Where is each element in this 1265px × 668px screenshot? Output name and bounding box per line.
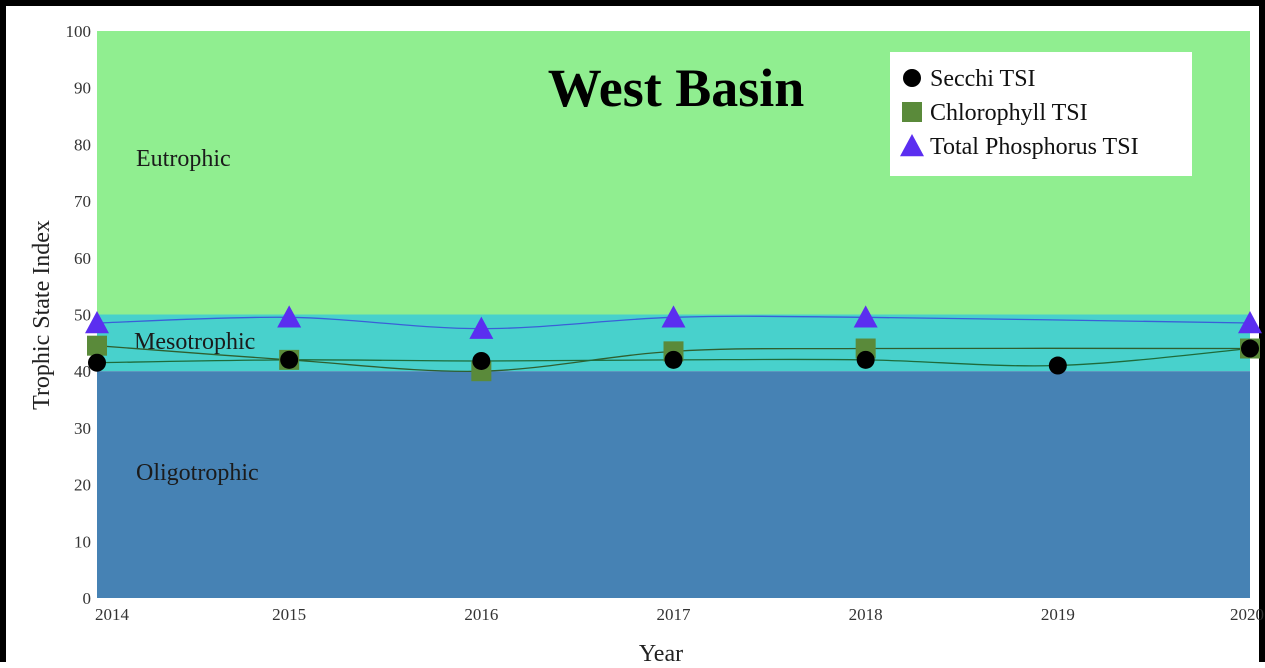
zone-label-oligotrophic: Oligotrophic [136,460,259,486]
point-secchi-tsi-2019 [1048,356,1067,375]
zone-oligotrophic [97,371,1250,598]
point-secchi-tsi-2016 [472,351,491,370]
y-tick-60: 60 [74,249,91,268]
zone-label-eutrophic: Eutrophic [136,146,231,172]
y-tick-20: 20 [74,476,91,495]
legend-marker-secchi-tsi [903,69,921,87]
zone-labels: Eutrophic Mesotrophic Oligotrophic [134,146,259,486]
y-tick-90: 90 [74,79,91,98]
y-axis-title: Trophic State Index [29,220,55,410]
series-markers [85,305,1262,382]
y-tick-30: 30 [74,419,91,438]
x-tick-2015: 2015 [272,605,306,624]
point-total-phosphorus-tsi-2015 [277,305,302,328]
x-tick-2014: 2014 [95,605,130,624]
y-tick-80: 80 [74,135,91,154]
x-tick-2016: 2016 [464,605,498,624]
x-tick-2018: 2018 [849,605,883,624]
legend: Secchi TSI Chlorophyll TSI Total Phosphoru… [890,52,1192,176]
legend-label-total-phosphorus-tsi: Total Phosphorus TSI [930,134,1139,160]
legend-label-secchi-tsi: Secchi TSI [930,66,1036,92]
legend-label-chlorophyll-tsi: Chlorophyll TSI [930,100,1088,126]
y-tick-50: 50 [74,306,91,325]
y-tick-0: 0 [83,589,92,608]
y-tick-70: 70 [74,192,91,211]
line-total-phosphorus-tsi [96,315,1251,330]
y-tick-40: 40 [74,362,91,381]
chart-title: West Basin [548,58,805,118]
trophic-state-chart: Eutrophic Mesotrophic Oligotrophic 0 10 20 30… [29,22,1264,667]
point-secchi-tsi-2015 [280,350,299,369]
point-total-phosphorus-tsi-2020 [1238,311,1262,334]
y-tick-10: 10 [74,532,91,551]
x-tick-2017: 2017 [657,605,692,624]
point-total-phosphorus-tsi-2016 [469,316,494,339]
x-axis-ticks: 2014 2015 2016 2017 2018 2019 2020 [95,605,1264,624]
point-total-phosphorus-tsi-2017 [661,305,686,328]
point-total-phosphorus-tsi-2018 [853,305,878,328]
point-total-phosphorus-tsi-2014 [85,311,109,334]
legend-box [890,52,1192,176]
y-tick-100: 100 [66,22,92,41]
zone-label-mesotrophic: Mesotrophic [134,329,255,355]
x-tick-2019: 2019 [1041,605,1075,624]
legend-marker-total-phosphorus-tsi [900,134,924,157]
y-axis-ticks: 0 10 20 30 40 50 60 70 80 90 100 [66,22,92,608]
point-secchi-tsi-2017 [664,350,683,369]
point-secchi-tsi-2018 [856,350,875,369]
point-chlorophyll-tsi-2014 [87,335,107,356]
point-secchi-tsi-2020 [1241,339,1259,358]
legend-marker-chlorophyll-tsi [902,102,922,122]
x-axis-title: Year [639,641,683,667]
point-secchi-tsi-2014 [88,353,106,372]
x-tick-2020: 2020 [1230,605,1264,624]
